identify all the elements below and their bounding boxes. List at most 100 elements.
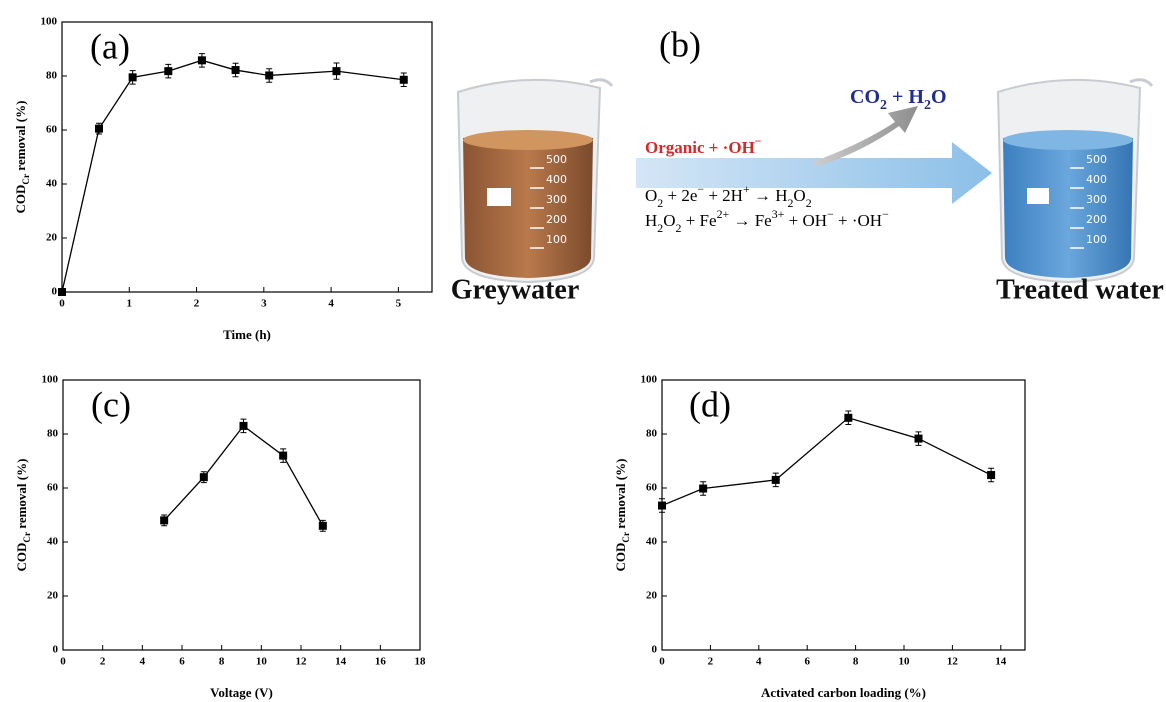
scale-label: 300 bbox=[1086, 193, 1107, 206]
data-point bbox=[332, 67, 340, 75]
x-tick-label: 14 bbox=[335, 656, 347, 668]
scale-label: 400 bbox=[546, 173, 567, 186]
result-label: Treated water bbox=[996, 274, 1164, 305]
text: Organic + ·OH bbox=[645, 138, 755, 157]
x-tick-label: 12 bbox=[947, 656, 959, 668]
x-tick-label: 6 bbox=[804, 656, 810, 668]
gas-arrow bbox=[812, 106, 918, 166]
y-tick-label: 60 bbox=[47, 482, 59, 494]
text: + Fe bbox=[681, 211, 716, 230]
y-axis-label-part: COD bbox=[14, 543, 29, 572]
y-axis-label: CODCr removal (%) bbox=[13, 101, 31, 214]
y-tick-label: 60 bbox=[46, 124, 58, 136]
y-tick-label: 40 bbox=[646, 536, 658, 548]
text: + OH bbox=[784, 211, 827, 230]
scale-label: 100 bbox=[1086, 233, 1107, 246]
text: + H bbox=[887, 86, 924, 108]
x-tick-label: 3 bbox=[261, 298, 267, 310]
y-tick-label: 40 bbox=[46, 178, 58, 190]
x-tick-label: 0 bbox=[59, 298, 65, 310]
y-tick-label: 80 bbox=[47, 428, 59, 440]
x-tick-label: 0 bbox=[60, 656, 66, 668]
x-tick-label: 18 bbox=[415, 656, 427, 668]
beaker-treated bbox=[998, 80, 1152, 282]
x-tick-label: 6 bbox=[179, 656, 185, 668]
text: O bbox=[663, 211, 675, 230]
x-tick-label: 2 bbox=[100, 656, 106, 668]
y-axis-label-part: Cr bbox=[22, 532, 32, 543]
text: O bbox=[793, 186, 805, 205]
scale-label: 200 bbox=[1086, 213, 1107, 226]
beaker-greywater bbox=[458, 80, 612, 282]
data-point bbox=[279, 452, 287, 460]
text: → Fe bbox=[729, 211, 772, 230]
x-tick-label: 8 bbox=[853, 656, 859, 668]
data-point bbox=[699, 485, 707, 493]
panel-label: (b) bbox=[659, 24, 701, 64]
y-axis-label-part: COD bbox=[13, 185, 28, 214]
data-point bbox=[164, 67, 172, 75]
x-tick-label: 10 bbox=[256, 656, 268, 668]
data-line bbox=[662, 418, 991, 506]
text: O bbox=[931, 86, 947, 108]
data-point bbox=[915, 435, 923, 443]
text: O bbox=[645, 186, 657, 205]
x-axis-label: Activated carbon loading (%) bbox=[761, 685, 926, 700]
y-axis-label-part: COD bbox=[613, 543, 628, 572]
x-tick-label: 2 bbox=[708, 656, 714, 668]
text: 2 bbox=[806, 196, 812, 210]
y-tick-label: 0 bbox=[52, 286, 58, 298]
y-axis-label-part: Cr bbox=[21, 174, 31, 185]
equation: H2O2 + Fe2+ → Fe3+ + OH− + ·OH− bbox=[645, 207, 889, 235]
y-tick-label: 80 bbox=[646, 428, 658, 440]
data-point bbox=[265, 71, 273, 79]
data-point bbox=[198, 56, 206, 64]
x-tick-label: 4 bbox=[328, 298, 334, 310]
text: 2+ bbox=[717, 207, 730, 221]
data-line bbox=[164, 426, 323, 526]
source-label: Greywater bbox=[451, 274, 580, 305]
data-point bbox=[200, 473, 208, 481]
data-point bbox=[772, 476, 780, 484]
data-point bbox=[239, 422, 247, 430]
y-tick-label: 100 bbox=[42, 374, 59, 386]
text: 2 bbox=[880, 98, 887, 113]
x-tick-label: 0 bbox=[659, 656, 665, 668]
text: H bbox=[645, 211, 657, 230]
x-tick-label: 5 bbox=[396, 298, 402, 310]
scale-label: 200 bbox=[546, 213, 567, 226]
reactant: Organic + ·OH− bbox=[645, 134, 762, 157]
y-tick-label: 80 bbox=[46, 70, 58, 82]
y-axis-label: CODCr removal (%) bbox=[613, 459, 631, 572]
y-tick-label: 100 bbox=[641, 374, 658, 386]
text: + 2e bbox=[663, 186, 697, 205]
scale-label: 500 bbox=[546, 153, 567, 166]
y-tick-label: 60 bbox=[646, 482, 658, 494]
figure: (b) 500400300200100500400300200100 Organ… bbox=[0, 0, 1166, 702]
chart: 02468101214020406080100(d)Activated carb… bbox=[613, 374, 1025, 700]
y-tick-label: 40 bbox=[47, 536, 59, 548]
y-tick-label: 100 bbox=[41, 16, 58, 28]
text: − bbox=[882, 207, 889, 221]
data-point bbox=[95, 125, 103, 133]
y-axis-label-part: Cr bbox=[621, 532, 631, 543]
equation: O2 + 2e− + 2H+ → H2O2 bbox=[645, 182, 812, 210]
text: → H bbox=[750, 186, 788, 205]
text: 3+ bbox=[772, 207, 785, 221]
y-axis-label: CODCr removal (%) bbox=[14, 459, 32, 572]
data-line bbox=[62, 60, 404, 292]
data-point bbox=[658, 502, 666, 510]
scale-label: 400 bbox=[1086, 173, 1107, 186]
x-tick-label: 16 bbox=[375, 656, 387, 668]
panel-label: (a) bbox=[90, 26, 130, 66]
data-point bbox=[844, 414, 852, 422]
x-tick-label: 12 bbox=[296, 656, 308, 668]
x-tick-label: 1 bbox=[127, 298, 133, 310]
text: CO bbox=[850, 86, 880, 108]
y-axis-label-part: removal (%) bbox=[613, 459, 628, 532]
data-point bbox=[400, 76, 408, 84]
data-point bbox=[232, 66, 240, 74]
x-axis-label: Voltage (V) bbox=[210, 685, 273, 700]
data-point bbox=[319, 522, 327, 530]
